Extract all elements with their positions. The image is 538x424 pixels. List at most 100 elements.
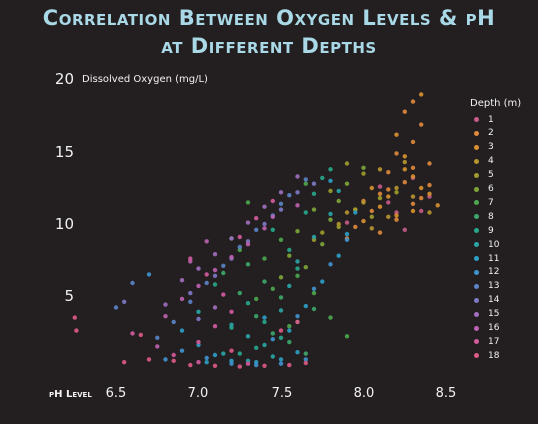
series-depth-9	[212, 167, 333, 356]
data-point	[229, 348, 234, 353]
data-point	[212, 273, 218, 278]
legend-marker	[474, 269, 479, 275]
data-point	[386, 170, 391, 175]
legend-item: 2	[474, 127, 494, 140]
data-point	[377, 230, 383, 235]
data-point	[262, 319, 267, 325]
x-tick-label: 7.5	[271, 386, 293, 401]
data-point	[278, 237, 284, 242]
legend-marker	[474, 353, 479, 359]
data-point	[311, 181, 317, 186]
data-point	[419, 122, 424, 127]
data-point	[353, 210, 358, 215]
data-point	[353, 224, 358, 230]
data-point	[427, 191, 432, 196]
data-point	[270, 331, 275, 336]
data-point	[344, 161, 350, 166]
series-depth-12	[146, 237, 350, 368]
data-point	[394, 190, 399, 195]
data-point	[155, 344, 160, 349]
legend-marker	[474, 325, 479, 331]
data-point	[179, 328, 185, 333]
data-point	[303, 265, 308, 270]
data-point	[212, 352, 218, 358]
legend-label: 5	[488, 170, 494, 181]
data-point	[163, 302, 168, 307]
y-tick-label: 10	[54, 215, 74, 233]
data-point	[361, 200, 366, 205]
data-point	[278, 207, 284, 212]
legend-item: 14	[474, 294, 499, 307]
legend-label: 13	[488, 281, 500, 292]
x-tick-label: 8.0	[353, 386, 375, 401]
legend-marker	[474, 144, 479, 150]
data-point	[146, 357, 152, 362]
legend-marker	[474, 283, 479, 289]
legend-item: 17	[474, 335, 499, 348]
series-depth-7	[237, 181, 350, 339]
data-point	[386, 194, 391, 199]
data-point	[179, 348, 185, 353]
data-point	[221, 351, 226, 356]
data-point	[287, 253, 292, 258]
data-point	[229, 254, 234, 260]
data-point	[221, 263, 226, 268]
data-point	[278, 335, 284, 340]
data-point	[245, 220, 251, 225]
legend-label: 6	[488, 184, 494, 194]
data-point	[262, 315, 267, 320]
data-point	[245, 200, 251, 205]
legend-label: 7	[488, 197, 494, 208]
data-point	[237, 351, 242, 356]
data-point	[254, 362, 259, 368]
data-point	[377, 167, 383, 172]
data-point	[188, 299, 193, 304]
data-point	[394, 185, 399, 191]
legend-label: 15	[488, 309, 500, 320]
legend-marker	[474, 117, 479, 122]
data-point	[295, 259, 300, 264]
data-point	[344, 220, 350, 225]
data-point	[419, 92, 424, 97]
legend-item: 3	[474, 141, 494, 154]
data-point	[278, 275, 284, 280]
data-point	[361, 165, 366, 170]
data-point	[410, 99, 416, 104]
chart-title-line-1: Correlation Between Oxygen Levels & pH	[42, 6, 496, 30]
data-point	[369, 214, 374, 219]
legend-label: 16	[488, 323, 500, 333]
data-point	[295, 319, 300, 325]
data-point	[278, 295, 284, 300]
data-point	[179, 296, 185, 302]
data-point	[311, 191, 317, 196]
legend-item: 5	[474, 169, 494, 182]
legend-item: 1	[474, 113, 494, 126]
data-point	[377, 184, 383, 189]
legend-label: 10	[488, 239, 500, 250]
data-point	[146, 272, 152, 277]
data-point	[386, 187, 391, 192]
data-point	[320, 175, 325, 181]
data-point	[394, 217, 399, 222]
legend-item: 8	[474, 210, 494, 223]
legend-marker	[474, 297, 479, 303]
legend-marker	[474, 200, 479, 206]
data-point	[328, 178, 333, 183]
data-point	[254, 345, 259, 350]
data-point	[221, 270, 226, 276]
data-point	[254, 314, 259, 319]
data-point	[130, 280, 135, 286]
data-point	[295, 203, 300, 208]
data-point	[295, 350, 300, 355]
legend-marker	[474, 256, 479, 261]
data-point	[386, 214, 391, 219]
data-point	[262, 221, 267, 227]
legend-item: 13	[474, 280, 499, 293]
data-point	[278, 361, 284, 366]
data-point	[212, 252, 218, 257]
data-point	[237, 234, 242, 240]
data-point	[287, 193, 292, 198]
data-point	[229, 322, 234, 327]
data-point	[311, 234, 317, 240]
data-point	[435, 203, 440, 208]
